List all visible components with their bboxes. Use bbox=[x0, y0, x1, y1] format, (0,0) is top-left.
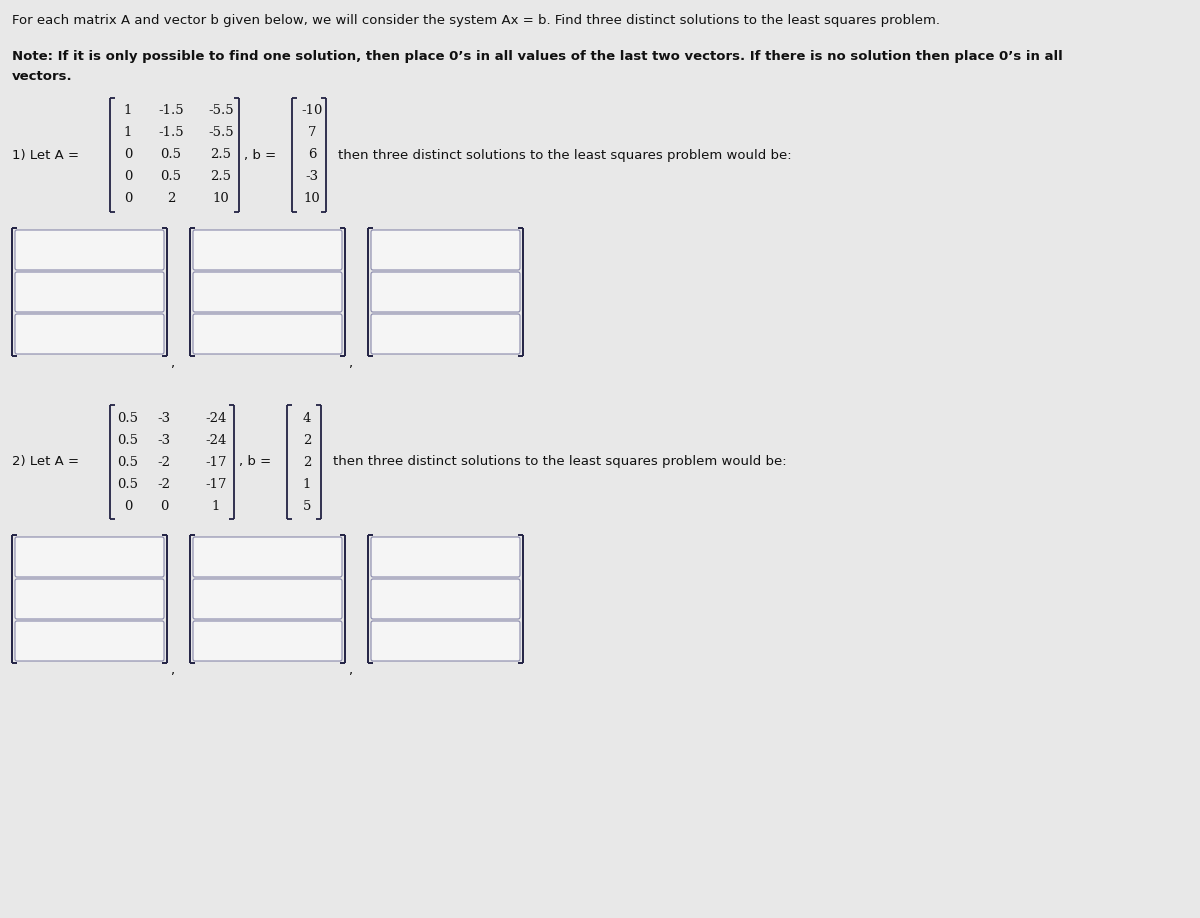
Text: 2) Let A =: 2) Let A = bbox=[12, 455, 83, 468]
Text: 1: 1 bbox=[124, 127, 132, 140]
Text: 1: 1 bbox=[124, 105, 132, 118]
Text: -3: -3 bbox=[306, 171, 318, 184]
Text: vectors.: vectors. bbox=[12, 70, 73, 83]
Text: 2.5: 2.5 bbox=[210, 171, 232, 184]
FancyBboxPatch shape bbox=[14, 579, 164, 619]
Text: 6: 6 bbox=[307, 149, 317, 162]
Text: , b =: , b = bbox=[239, 455, 275, 468]
Text: 7: 7 bbox=[307, 127, 317, 140]
FancyBboxPatch shape bbox=[14, 272, 164, 312]
Text: -17: -17 bbox=[205, 455, 227, 468]
Text: Note: If it is only possible to find one solution, then place 0’s in all values : Note: If it is only possible to find one… bbox=[12, 50, 1063, 63]
Text: then three distinct solutions to the least squares problem would be:: then three distinct solutions to the lea… bbox=[338, 149, 792, 162]
Text: 0: 0 bbox=[124, 193, 132, 206]
Text: -10: -10 bbox=[301, 105, 323, 118]
Text: -24: -24 bbox=[205, 433, 227, 446]
FancyBboxPatch shape bbox=[371, 314, 520, 354]
Text: -3: -3 bbox=[157, 433, 170, 446]
FancyBboxPatch shape bbox=[193, 621, 342, 661]
Text: -1.5: -1.5 bbox=[158, 127, 184, 140]
Text: 0.5: 0.5 bbox=[118, 411, 138, 424]
FancyBboxPatch shape bbox=[371, 230, 520, 270]
Text: 0: 0 bbox=[124, 149, 132, 162]
FancyBboxPatch shape bbox=[371, 579, 520, 619]
Text: -24: -24 bbox=[205, 411, 227, 424]
Text: 0.5: 0.5 bbox=[118, 433, 138, 446]
Text: 5: 5 bbox=[302, 499, 311, 512]
Text: 0.5: 0.5 bbox=[161, 149, 181, 162]
Text: 10: 10 bbox=[212, 193, 229, 206]
FancyBboxPatch shape bbox=[193, 537, 342, 577]
Text: 1) Let A =: 1) Let A = bbox=[12, 149, 83, 162]
Text: -2: -2 bbox=[157, 455, 170, 468]
Text: ,: , bbox=[348, 357, 352, 370]
FancyBboxPatch shape bbox=[371, 621, 520, 661]
Text: 2: 2 bbox=[167, 193, 175, 206]
FancyBboxPatch shape bbox=[371, 272, 520, 312]
FancyBboxPatch shape bbox=[14, 537, 164, 577]
Text: 0: 0 bbox=[124, 499, 132, 512]
Text: 1: 1 bbox=[212, 499, 220, 512]
Text: ,: , bbox=[170, 357, 174, 370]
Text: 10: 10 bbox=[304, 193, 320, 206]
Text: 2: 2 bbox=[302, 455, 311, 468]
Text: -2: -2 bbox=[157, 477, 170, 490]
Text: then three distinct solutions to the least squares problem would be:: then three distinct solutions to the lea… bbox=[334, 455, 787, 468]
Text: 0.5: 0.5 bbox=[161, 171, 181, 184]
Text: 0: 0 bbox=[160, 499, 168, 512]
Text: -5.5: -5.5 bbox=[208, 127, 234, 140]
FancyBboxPatch shape bbox=[14, 314, 164, 354]
FancyBboxPatch shape bbox=[193, 230, 342, 270]
Text: -5.5: -5.5 bbox=[208, 105, 234, 118]
Text: 1: 1 bbox=[302, 477, 311, 490]
Text: ,: , bbox=[170, 664, 174, 677]
Text: For each matrix A and vector b given below, we will consider the system Ax = b. : For each matrix A and vector b given bel… bbox=[12, 14, 940, 27]
Text: 4: 4 bbox=[302, 411, 311, 424]
Text: -17: -17 bbox=[205, 477, 227, 490]
FancyBboxPatch shape bbox=[193, 272, 342, 312]
Text: 2: 2 bbox=[302, 433, 311, 446]
FancyBboxPatch shape bbox=[14, 230, 164, 270]
FancyBboxPatch shape bbox=[193, 314, 342, 354]
Text: 0.5: 0.5 bbox=[118, 477, 138, 490]
Text: , b =: , b = bbox=[244, 149, 281, 162]
Text: 0.5: 0.5 bbox=[118, 455, 138, 468]
FancyBboxPatch shape bbox=[14, 621, 164, 661]
FancyBboxPatch shape bbox=[371, 537, 520, 577]
Text: -3: -3 bbox=[157, 411, 170, 424]
Text: 0: 0 bbox=[124, 171, 132, 184]
Text: 2.5: 2.5 bbox=[210, 149, 232, 162]
FancyBboxPatch shape bbox=[193, 579, 342, 619]
Text: -1.5: -1.5 bbox=[158, 105, 184, 118]
Text: ,: , bbox=[348, 664, 352, 677]
